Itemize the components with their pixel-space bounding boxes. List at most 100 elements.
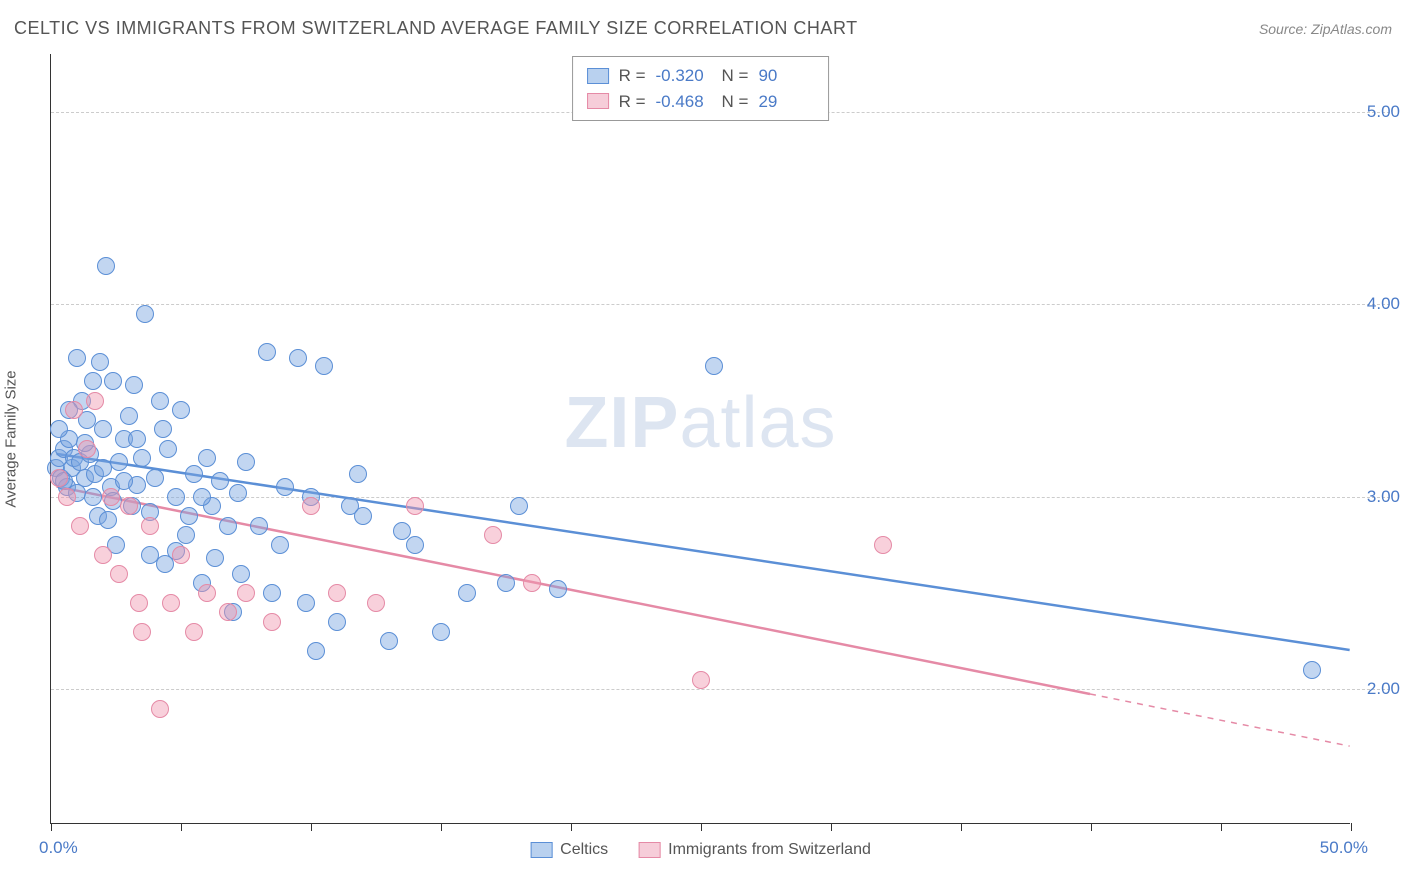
scatter-point	[159, 440, 177, 458]
scatter-point	[307, 642, 325, 660]
scatter-point	[510, 497, 528, 515]
scatter-point	[484, 526, 502, 544]
scatter-point	[84, 372, 102, 390]
scatter-point	[297, 594, 315, 612]
scatter-point	[84, 488, 102, 506]
scatter-point	[110, 453, 128, 471]
scatter-point	[141, 517, 159, 535]
scatter-point	[211, 472, 229, 490]
scatter-point	[271, 536, 289, 554]
scatter-point	[133, 449, 151, 467]
scatter-point	[328, 584, 346, 602]
scatter-point	[692, 671, 710, 689]
scatter-point	[705, 357, 723, 375]
scatter-point	[219, 517, 237, 535]
scatter-point	[289, 349, 307, 367]
scatter-point	[229, 484, 247, 502]
scatter-point	[349, 465, 367, 483]
scatter-point	[302, 497, 320, 515]
scatter-point	[276, 478, 294, 496]
chart-title: CELTIC VS IMMIGRANTS FROM SWITZERLAND AV…	[14, 18, 858, 39]
scatter-point	[65, 401, 83, 419]
scatter-point	[130, 594, 148, 612]
scatter-point	[125, 376, 143, 394]
legend-item-celtics: Celtics	[530, 841, 608, 859]
scatter-point	[237, 584, 255, 602]
scatter-point	[154, 420, 172, 438]
scatter-point	[94, 546, 112, 564]
scatter-point	[406, 536, 424, 554]
scatter-point	[71, 517, 89, 535]
scatter-point	[497, 574, 515, 592]
scatter-point	[354, 507, 372, 525]
y-axis-label: Average Family Size	[3, 370, 20, 507]
x-axis-min-label: 0.0%	[39, 838, 78, 858]
swatch-celtics	[587, 68, 609, 84]
scatter-point	[78, 440, 96, 458]
watermark: ZIPatlas	[564, 382, 836, 464]
scatter-point	[250, 517, 268, 535]
scatter-point	[68, 349, 86, 367]
scatter-point	[91, 353, 109, 371]
scatter-point	[263, 584, 281, 602]
scatter-point	[237, 453, 255, 471]
scatter-point	[458, 584, 476, 602]
scatter-point	[99, 511, 117, 529]
legend-label-celtics: Celtics	[560, 841, 608, 859]
scatter-point	[380, 632, 398, 650]
scatter-point	[198, 584, 216, 602]
scatter-point	[549, 580, 567, 598]
scatter-point	[50, 469, 68, 487]
legend-swatch-swiss	[638, 842, 660, 858]
scatter-point	[328, 613, 346, 631]
source-attribution: Source: ZipAtlas.com	[1259, 21, 1392, 37]
scatter-point	[315, 357, 333, 375]
chart-header: CELTIC VS IMMIGRANTS FROM SWITZERLAND AV…	[14, 18, 1392, 39]
scatter-point	[167, 488, 185, 506]
scatter-point	[86, 392, 104, 410]
scatter-point	[406, 497, 424, 515]
scatter-point	[177, 526, 195, 544]
scatter-point	[232, 565, 250, 583]
stats-row-swiss: R = -0.468 N = 29	[587, 89, 815, 115]
scatter-point	[219, 603, 237, 621]
scatter-point	[1303, 661, 1321, 679]
x-axis-max-label: 50.0%	[1320, 838, 1368, 858]
scatter-point	[120, 407, 138, 425]
scatter-point	[128, 430, 146, 448]
scatter-point	[115, 472, 133, 490]
legend-item-swiss: Immigrants from Switzerland	[638, 841, 871, 859]
scatter-point	[97, 257, 115, 275]
scatter-point	[367, 594, 385, 612]
y-tick-label: 5.00	[1356, 102, 1400, 122]
scatter-point	[94, 420, 112, 438]
trend-lines	[51, 54, 1350, 823]
legend: Celtics Immigrants from Switzerland	[530, 841, 871, 859]
scatter-point	[263, 613, 281, 631]
scatter-point	[102, 488, 120, 506]
scatter-point	[258, 343, 276, 361]
scatter-point	[180, 507, 198, 525]
y-tick-label: 3.00	[1356, 487, 1400, 507]
scatter-point	[193, 488, 211, 506]
legend-label-swiss: Immigrants from Switzerland	[668, 841, 871, 859]
scatter-point	[206, 549, 224, 567]
scatter-point	[50, 420, 68, 438]
scatter-point	[58, 488, 76, 506]
scatter-point	[432, 623, 450, 641]
scatter-point	[133, 623, 151, 641]
scatter-point	[120, 497, 138, 515]
scatter-point	[172, 401, 190, 419]
plot-area: ZIPatlas Average Family Size 2.003.004.0…	[50, 54, 1350, 824]
scatter-point	[146, 469, 164, 487]
swatch-swiss	[587, 93, 609, 109]
scatter-point	[110, 565, 128, 583]
scatter-point	[185, 623, 203, 641]
scatter-point	[104, 372, 122, 390]
scatter-point	[523, 574, 541, 592]
correlation-stats-box: R = -0.320 N = 90 R = -0.468 N = 29	[572, 56, 830, 121]
scatter-point	[162, 594, 180, 612]
scatter-point	[151, 700, 169, 718]
scatter-point	[185, 465, 203, 483]
legend-swatch-celtics	[530, 842, 552, 858]
